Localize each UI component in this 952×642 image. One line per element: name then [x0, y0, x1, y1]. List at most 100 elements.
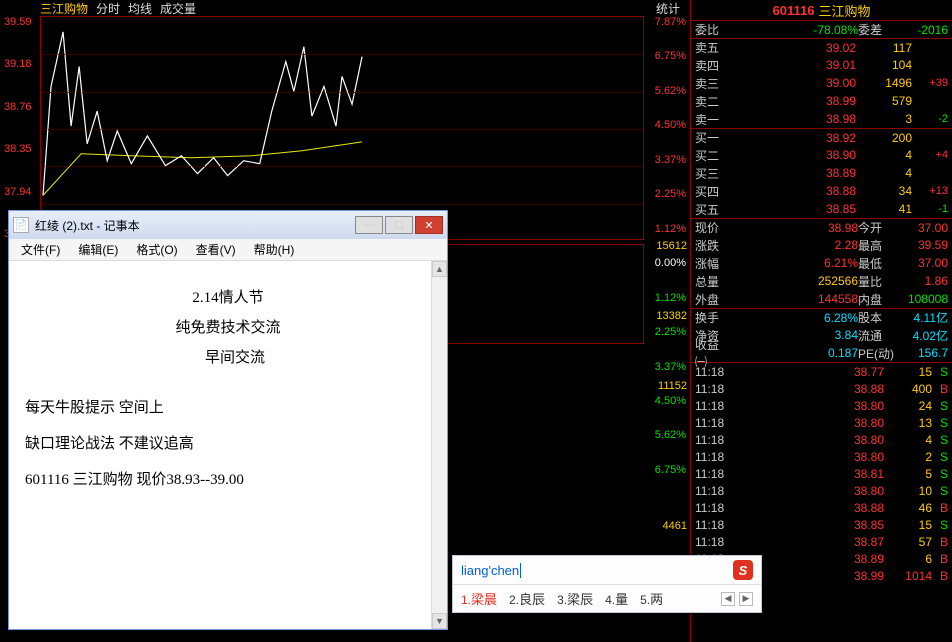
notepad-icon: 📄 — [13, 217, 29, 233]
ime-candidate[interactable]: 2.良辰 — [509, 589, 545, 608]
notepad-menu-item[interactable]: 文件(F) — [13, 239, 68, 260]
diff-val: -2016 — [892, 23, 948, 37]
bid-row: 买二38.904+4 — [691, 146, 952, 164]
np-line-1: 2.14情人节 — [25, 283, 431, 313]
stat-row: 涨幅6.21%最低37.00 — [691, 254, 952, 272]
ime-candidate[interactable]: 1.梁晨 — [461, 589, 497, 608]
y-tick-right: 3.37% — [646, 361, 686, 373]
diff-lbl: 委差 — [858, 21, 892, 38]
chart-stat[interactable]: 统计 — [656, 0, 680, 17]
ime-next-button[interactable]: ▶ — [739, 592, 753, 606]
vol-tick: 4461 — [663, 520, 687, 532]
tick-row: 11:1838.802S — [691, 448, 952, 465]
stock-name: 三江购物 — [818, 1, 870, 20]
ratio-lbl: 委比 — [695, 21, 729, 38]
stat-row: 涨跌2.28最高39.59 — [691, 236, 952, 254]
y-tick-left: 37.94 — [4, 186, 38, 198]
ask-row: 卖五39.02117 — [691, 38, 952, 56]
tick-row: 11:1838.815S — [691, 465, 952, 482]
np-line-3: 早间交流 — [25, 343, 431, 373]
y-tick-right: 6.75% — [646, 50, 686, 62]
y-tick-right: 3.37% — [646, 154, 686, 166]
tick-row: 11:1838.8010S — [691, 482, 952, 499]
stat2-row: 换手6.28%股本4.11亿 — [691, 308, 952, 326]
y-tick-right: 5.62% — [646, 429, 686, 441]
ticks-list[interactable]: 11:1838.7715S11:1838.88400B11:1838.8024S… — [691, 362, 952, 584]
chart-ma[interactable]: 均线 — [128, 0, 152, 17]
notepad-scrollbar[interactable]: ▲ ▼ — [431, 261, 447, 629]
notepad-content[interactable]: 2.14情人节 纯免费技术交流 早间交流 每天牛股提示 空间上 缺口理论战法 不… — [9, 261, 447, 629]
ime-input-row: liang'chen S — [453, 556, 761, 585]
y-tick-right: 6.75% — [646, 464, 686, 476]
vol-tick: 11152 — [658, 380, 687, 392]
y-tick-right: 2.25% — [646, 326, 686, 338]
y-tick-left: 38.35 — [4, 143, 38, 155]
ratio-val: -78.08% — [729, 23, 858, 37]
ime-candidate[interactable]: 5.两 — [640, 589, 663, 608]
y-tick-right: 1.12% — [646, 292, 686, 304]
tick-row: 11:1838.88400B — [691, 380, 952, 397]
ime-prev-button[interactable]: ◀ — [721, 592, 735, 606]
ime-popup[interactable]: liang'chen S 1.梁晨 2.良辰 3.梁辰 4.量 5.两 ◀ ▶ — [452, 555, 762, 613]
ratio-row: 委比 -78.08% 委差 -2016 — [691, 20, 952, 38]
notepad-titlebar[interactable]: 📄 红绫 (2).txt - 记事本 — ☐ ✕ — [9, 211, 447, 239]
y-tick-right: 5.62% — [646, 85, 686, 97]
chart-mode[interactable]: 分时 — [96, 0, 120, 17]
chart-body[interactable]: 39.5939.1838.7638.3537.9437.53 7.87%6.75… — [0, 16, 690, 240]
y-tick-right: 4.50% — [646, 395, 686, 407]
tick-row: 11:1838.8024S — [691, 397, 952, 414]
y-tick-left: 38.76 — [4, 101, 38, 113]
ime-candidate[interactable]: 3.梁辰 — [557, 589, 593, 608]
scroll-down-button[interactable]: ▼ — [432, 613, 447, 629]
notepad-title: 红绫 (2).txt - 记事本 — [35, 217, 349, 234]
notepad-menu-item[interactable]: 帮助(H) — [246, 239, 303, 260]
y-tick-right: 0.00% — [646, 257, 686, 269]
y-tick-left: 39.18 — [4, 58, 38, 70]
y-tick-left: 39.59 — [4, 16, 38, 28]
stat2-row: 收益㈠0.187PE(动)156.7 — [691, 344, 952, 362]
stat-row: 外盘144558内盘108008 — [691, 290, 952, 308]
tick-row: 11:1838.8515S — [691, 516, 952, 533]
scroll-up-button[interactable]: ▲ — [432, 261, 447, 277]
chart-plot[interactable] — [40, 16, 644, 240]
ask-row: 卖四39.01104 — [691, 56, 952, 74]
quote-panel: 601116 三江购物 委比 -78.08% 委差 -2016 卖五39.021… — [690, 0, 952, 642]
chart-stock-name: 三江购物 — [40, 0, 88, 17]
vol-tick: 15612 — [656, 240, 687, 252]
chart-vol[interactable]: 成交量 — [160, 0, 196, 17]
notepad-menu-item[interactable]: 格式(O) — [128, 239, 185, 260]
close-button[interactable]: ✕ — [415, 216, 443, 234]
np-line-5: 缺口理论战法 不建议追高 — [25, 429, 431, 459]
tick-row: 11:1838.8846B — [691, 499, 952, 516]
tick-row: 11:1838.8013S — [691, 414, 952, 431]
np-line-6: 601116 三江购物 现价38.93--39.00 — [25, 465, 431, 495]
notepad-menu-item[interactable]: 查看(V) — [188, 239, 244, 260]
ime-candidate[interactable]: 4.量 — [605, 589, 628, 608]
ask-row: 卖三39.001496+39 — [691, 74, 952, 92]
np-line-2: 纯免费技术交流 — [25, 313, 431, 343]
y-tick-right: 1.12% — [646, 223, 686, 235]
stat2-row: 净资3.84流通4.02亿 — [691, 326, 952, 344]
quote-title: 601116 三江购物 — [691, 0, 952, 20]
notepad-menubar: 文件(F)编辑(E)格式(O)查看(V)帮助(H) — [9, 239, 447, 261]
stat-row: 现价38.98今开37.00 — [691, 218, 952, 236]
ask-row: 卖二38.99579 — [691, 92, 952, 110]
stat-row: 总量252566量比1.86 — [691, 272, 952, 290]
ask-row: 卖一38.983-2 — [691, 110, 952, 128]
bid-row: 买三38.894 — [691, 164, 952, 182]
bid-row: 买五38.8541-1 — [691, 200, 952, 218]
y-tick-right: 4.50% — [646, 119, 686, 131]
notepad-window[interactable]: 📄 红绫 (2).txt - 记事本 — ☐ ✕ 文件(F)编辑(E)格式(O)… — [8, 210, 448, 630]
ime-logo-icon: S — [733, 560, 753, 580]
notepad-menu-item[interactable]: 编辑(E) — [70, 239, 126, 260]
y-tick-right: 7.87% — [646, 16, 686, 28]
tick-row: 11:1838.8757B — [691, 533, 952, 550]
maximize-button[interactable]: ☐ — [385, 216, 413, 234]
ime-candidates: 1.梁晨 2.良辰 3.梁辰 4.量 5.两 ◀ ▶ — [453, 585, 761, 612]
bid-row: 买一38.92200 — [691, 128, 952, 146]
chart-header: 三江购物 分时 均线 成交量 统计 — [0, 0, 690, 16]
y-axis-left: 39.5939.1838.7638.3537.9437.53 — [4, 16, 38, 240]
minimize-button[interactable]: — — [355, 216, 383, 234]
stock-code: 601116 — [773, 3, 815, 18]
vol-tick: 13382 — [656, 310, 687, 322]
